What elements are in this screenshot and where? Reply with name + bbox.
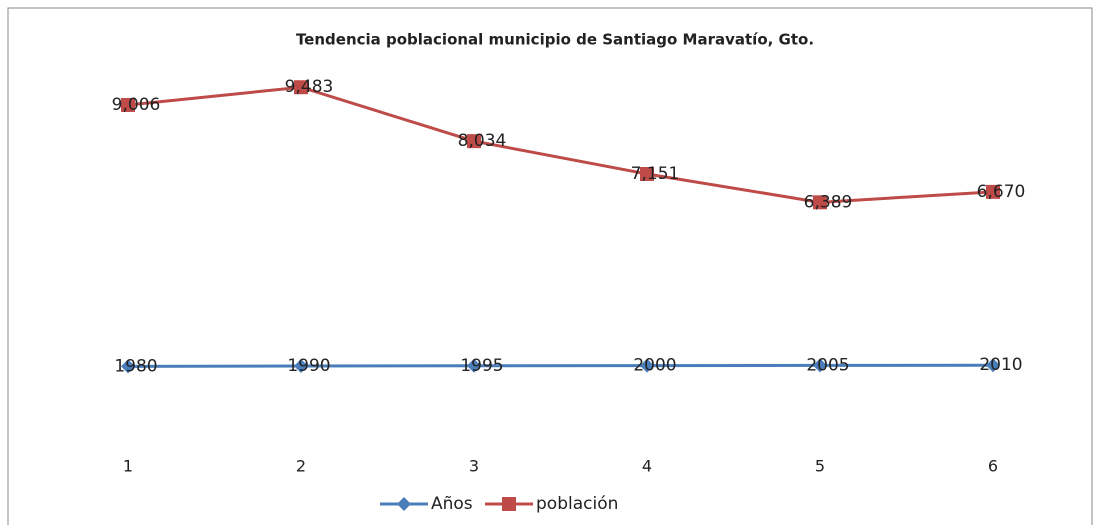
- data-label: 2010: [979, 355, 1022, 375]
- chart-border: [7, 7, 1093, 525]
- data-label: 9,006: [112, 95, 161, 115]
- data-label: 9,483: [285, 77, 334, 97]
- chart-title: Tendencia poblacional municipio de Santi…: [296, 31, 814, 49]
- data-point: [294, 80, 308, 95]
- data-label: 1990: [287, 356, 330, 376]
- data-label: 6,389: [804, 192, 853, 212]
- data-point: [640, 166, 654, 181]
- data-label: 7,151: [631, 164, 680, 184]
- x-tick-label: 3: [469, 457, 479, 476]
- legend-marker: [502, 497, 516, 511]
- data-point: [986, 358, 1000, 373]
- x-tick-label: 6: [988, 457, 998, 476]
- data-point: [813, 195, 827, 210]
- data-label: 1980: [114, 356, 157, 376]
- legend-label: población: [536, 494, 618, 514]
- x-tick-label: 4: [642, 457, 652, 476]
- data-label: 1995: [460, 356, 503, 376]
- data-point: [640, 358, 654, 373]
- x-tick-label: 2: [296, 457, 306, 476]
- series-line: [127, 85, 994, 204]
- data-label: 2000: [633, 356, 676, 376]
- data-point: [986, 184, 1000, 199]
- data-point: [294, 358, 308, 373]
- data-label: 8,034: [458, 131, 507, 151]
- data-point: [467, 358, 481, 373]
- data-point: [121, 359, 135, 374]
- series-line: [127, 363, 994, 368]
- legend-marker: [397, 497, 411, 511]
- legend-label: Años: [431, 494, 473, 514]
- data-label: 2005: [806, 355, 849, 375]
- x-tick-label: 5: [815, 457, 825, 476]
- data-point: [813, 358, 827, 373]
- data-label: 6,670: [977, 182, 1026, 202]
- data-point: [121, 97, 135, 112]
- x-tick-label: 1: [123, 457, 133, 476]
- data-point: [467, 134, 481, 149]
